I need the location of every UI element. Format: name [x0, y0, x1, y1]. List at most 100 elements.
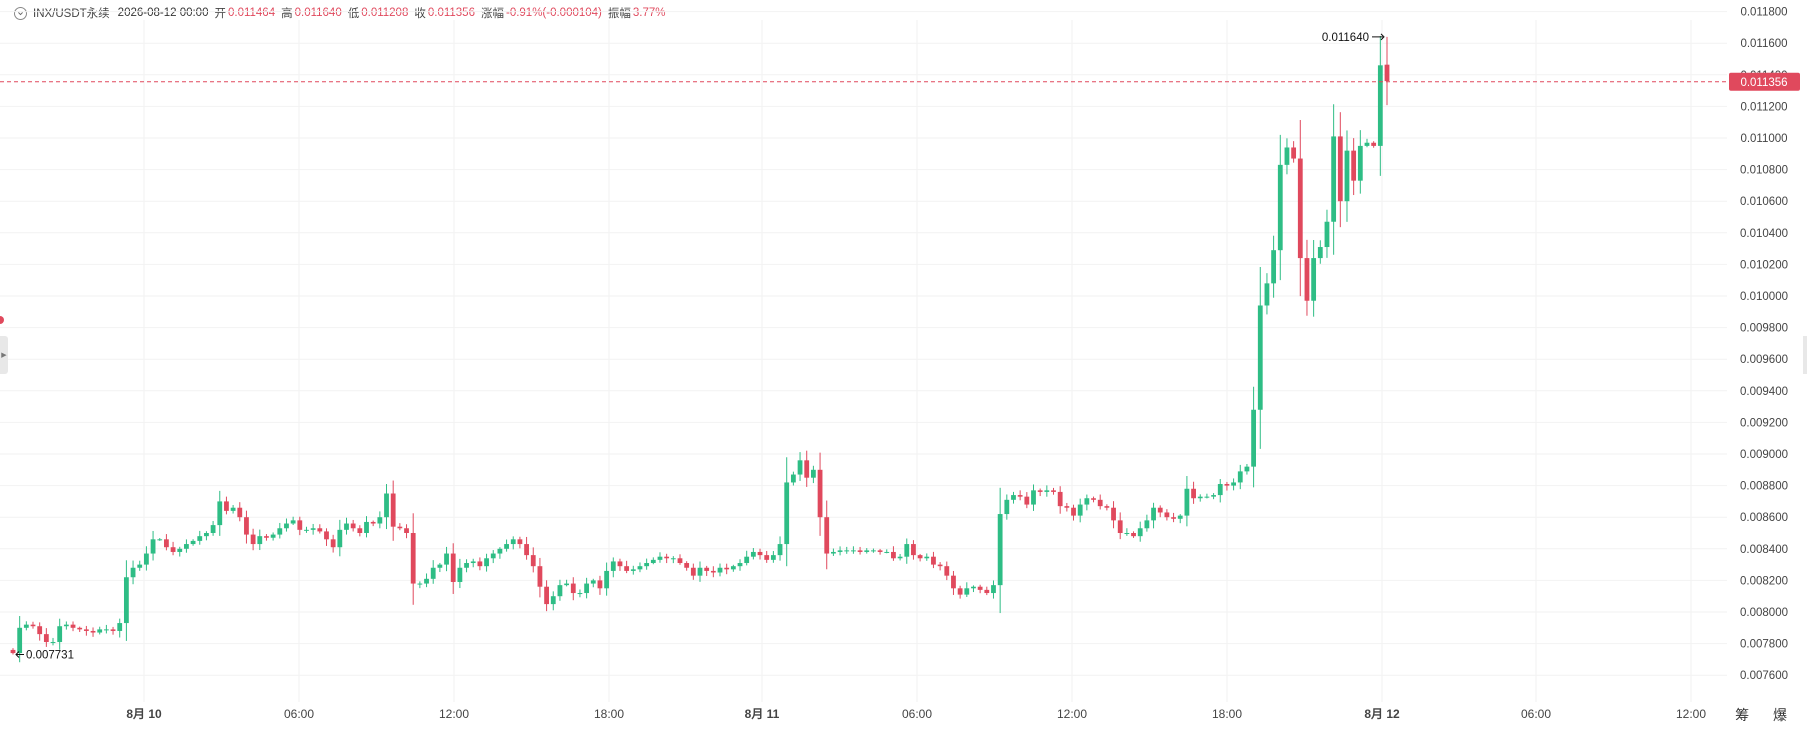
candle	[237, 502, 243, 522]
last-price-label: 0.011356	[1740, 77, 1787, 89]
candle	[90, 627, 96, 637]
candle	[364, 516, 369, 538]
candle	[1117, 512, 1123, 540]
candle	[43, 628, 49, 647]
candle	[384, 484, 389, 530]
candle	[864, 548, 870, 554]
candle	[524, 536, 529, 560]
y-tick-label: 0.007600	[1740, 670, 1788, 682]
candle	[344, 517, 349, 535]
candle	[297, 516, 303, 536]
candle	[1124, 528, 1130, 536]
candle	[477, 557, 483, 571]
candle	[337, 519, 343, 557]
candle	[230, 505, 236, 514]
candle	[764, 550, 770, 563]
x-tick-label: 8月 12	[1364, 707, 1400, 721]
candle	[417, 581, 423, 589]
candle	[324, 528, 329, 546]
candle	[1351, 138, 1357, 196]
candle	[244, 510, 249, 544]
candle	[584, 577, 590, 599]
candle	[130, 560, 136, 585]
candle	[931, 551, 936, 569]
candle	[1084, 494, 1090, 511]
time-axis: 8月 10 06:00 12:00 18:00 8月 11 06:00 12:00 18:00…	[126, 707, 1706, 721]
candle	[1057, 486, 1063, 514]
candle	[824, 500, 830, 570]
x-tick-label: 06:00	[284, 707, 314, 721]
candle	[170, 541, 176, 556]
x-tick-label: 8月 11	[745, 707, 780, 721]
candle	[330, 534, 336, 553]
candle	[1264, 273, 1270, 315]
candle	[1064, 502, 1070, 512]
candle	[10, 648, 16, 655]
candle	[630, 565, 636, 575]
candle	[377, 511, 383, 529]
grid-lines	[0, 11, 1727, 702]
candle	[577, 589, 583, 598]
bottom-tools[interactable]: 筹 爆	[1735, 707, 1797, 723]
candle	[804, 450, 810, 487]
candle	[657, 552, 663, 563]
last-price-badge	[1729, 72, 1800, 91]
open-label: 开	[214, 8, 226, 20]
candle	[23, 621, 29, 631]
candle	[1304, 239, 1310, 316]
candle	[1317, 240, 1323, 264]
candle	[1197, 494, 1203, 502]
candle	[724, 563, 730, 575]
candle	[697, 561, 703, 582]
candle	[1157, 505, 1163, 518]
candle	[604, 562, 610, 596]
candle	[257, 529, 263, 551]
low-label: 低	[347, 8, 360, 20]
right-scroll-handle[interactable]	[1803, 336, 1807, 374]
candle	[1204, 493, 1210, 499]
collapse-toggle-icon[interactable]	[14, 6, 27, 20]
candle	[150, 530, 156, 561]
candle	[70, 621, 76, 632]
candle	[530, 547, 536, 573]
candle	[991, 580, 996, 599]
y-tick-label: 0.009600	[1740, 354, 1788, 366]
candle	[570, 577, 576, 601]
y-tick-label: 0.008600	[1740, 512, 1788, 524]
candle	[1364, 138, 1370, 148]
candle	[1044, 485, 1050, 497]
candle	[924, 553, 930, 561]
candle	[1051, 487, 1056, 495]
y-tick-label: 0.007800	[1740, 639, 1788, 651]
candle	[490, 550, 496, 564]
candle	[857, 546, 863, 555]
candle	[817, 452, 823, 536]
candle	[504, 539, 509, 552]
candle	[1284, 138, 1290, 175]
candle	[290, 516, 296, 526]
candle	[750, 548, 756, 560]
open-value: 0.011464	[227, 7, 276, 19]
candle	[1231, 478, 1236, 491]
candle	[637, 562, 643, 573]
candle	[650, 557, 656, 565]
candle	[184, 539, 189, 553]
candle	[177, 546, 183, 557]
candle	[1151, 502, 1156, 529]
candle	[944, 561, 950, 581]
close-value: 0.011356	[427, 7, 475, 19]
candle	[1024, 492, 1030, 509]
candle	[1251, 386, 1257, 488]
candle	[1004, 494, 1010, 520]
x-tick-label: 06:00	[1521, 707, 1551, 721]
candle	[971, 585, 976, 593]
candle	[444, 546, 449, 572]
sidebar-expand-handle[interactable]: ▶	[0, 336, 8, 374]
candle	[317, 524, 323, 534]
candle	[57, 618, 63, 650]
candle	[1091, 496, 1096, 503]
candle	[217, 490, 223, 536]
x-tick-label: 12:00	[439, 707, 469, 721]
high-value: 0.011640	[294, 7, 342, 19]
